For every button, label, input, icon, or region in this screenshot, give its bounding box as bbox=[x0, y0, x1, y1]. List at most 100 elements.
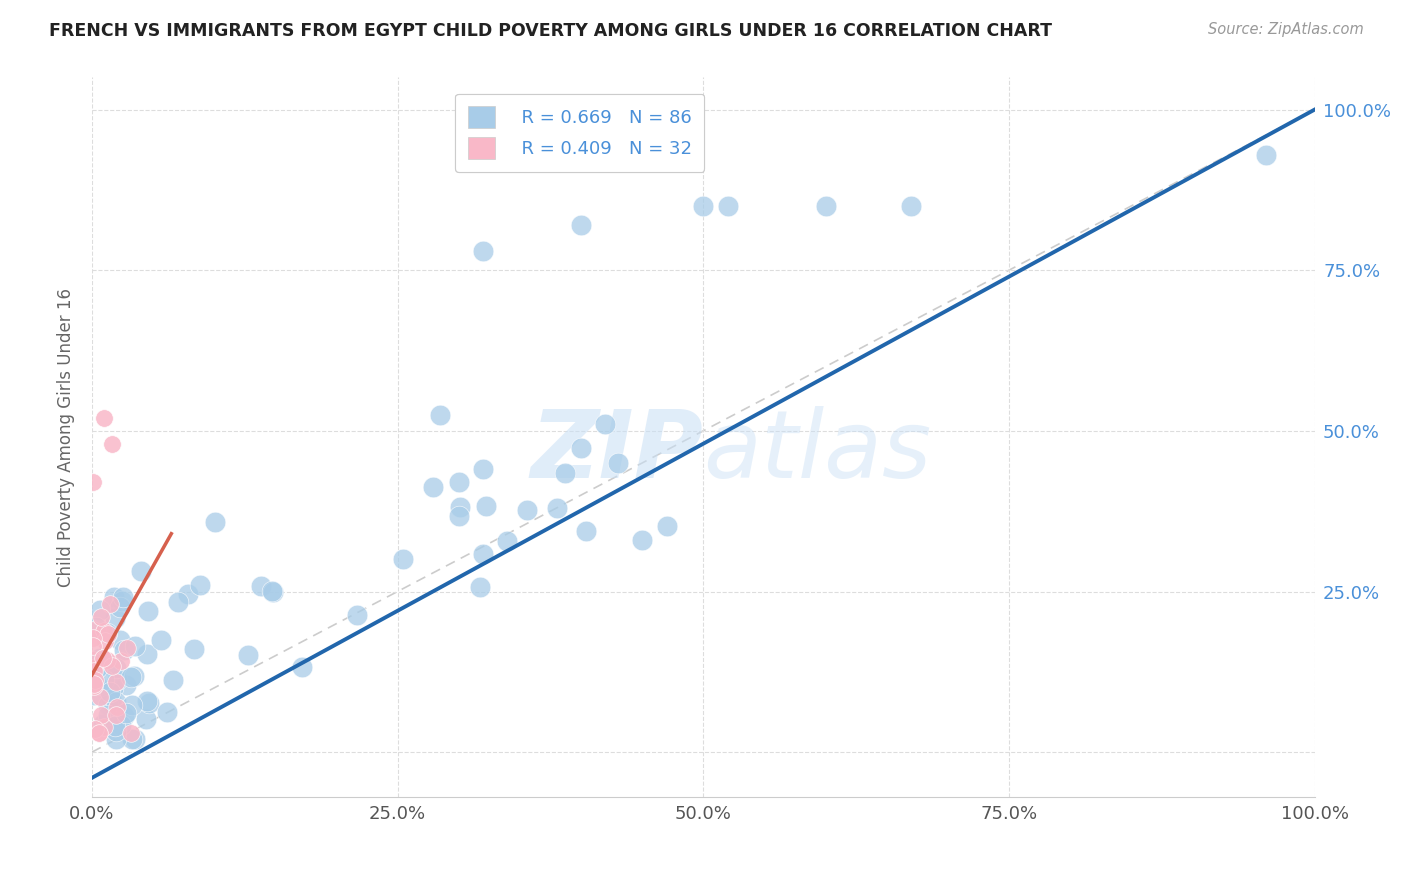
Point bbox=[449, 500, 471, 514]
Point bbox=[115, 640, 138, 655]
Point bbox=[101, 681, 124, 695]
Point bbox=[101, 659, 124, 673]
Point bbox=[83, 679, 105, 693]
Point bbox=[162, 673, 184, 688]
Point bbox=[84, 673, 107, 688]
Point bbox=[93, 720, 115, 734]
Point bbox=[105, 673, 128, 688]
Point bbox=[129, 564, 152, 578]
Point bbox=[93, 673, 115, 687]
Point bbox=[122, 669, 145, 683]
Point bbox=[89, 603, 111, 617]
Point bbox=[104, 719, 127, 733]
Point bbox=[472, 547, 495, 561]
Point bbox=[114, 706, 136, 721]
Point bbox=[631, 533, 654, 548]
Point bbox=[236, 648, 259, 662]
Point bbox=[82, 623, 104, 637]
Point bbox=[495, 534, 517, 549]
Point bbox=[82, 475, 104, 490]
Point bbox=[569, 219, 592, 233]
Point bbox=[90, 610, 112, 624]
Point bbox=[136, 647, 159, 661]
Point bbox=[156, 706, 179, 720]
Point bbox=[422, 480, 444, 494]
Point bbox=[100, 692, 122, 706]
Point bbox=[112, 642, 135, 657]
Point bbox=[96, 626, 118, 640]
Point bbox=[112, 590, 135, 604]
Point bbox=[83, 661, 105, 675]
Point bbox=[110, 654, 132, 668]
Point bbox=[472, 244, 495, 258]
Point bbox=[121, 698, 143, 712]
Point bbox=[115, 677, 138, 691]
Point bbox=[91, 650, 114, 665]
Point bbox=[104, 696, 127, 710]
Point bbox=[120, 670, 142, 684]
Point bbox=[606, 456, 628, 470]
Point bbox=[262, 584, 284, 599]
Point bbox=[82, 631, 104, 645]
Point bbox=[575, 524, 598, 539]
Point bbox=[97, 626, 120, 640]
Point bbox=[105, 675, 128, 690]
Point bbox=[176, 587, 198, 601]
Point bbox=[546, 501, 568, 516]
Point bbox=[262, 585, 284, 599]
Point bbox=[111, 594, 134, 608]
Point bbox=[136, 604, 159, 618]
Point bbox=[93, 634, 115, 648]
Point bbox=[103, 590, 125, 604]
Point bbox=[569, 441, 592, 455]
Point bbox=[250, 578, 273, 592]
Point bbox=[108, 632, 131, 647]
Point bbox=[346, 608, 368, 623]
Point bbox=[98, 695, 121, 709]
Point bbox=[183, 642, 205, 657]
Point bbox=[105, 700, 128, 714]
Point bbox=[120, 726, 142, 740]
Point bbox=[100, 597, 122, 611]
Point bbox=[470, 580, 492, 594]
Point bbox=[83, 688, 105, 702]
Point bbox=[108, 599, 131, 614]
Point bbox=[900, 199, 922, 213]
Point bbox=[105, 661, 128, 675]
Point bbox=[149, 632, 172, 647]
Point bbox=[89, 726, 111, 740]
Point bbox=[104, 732, 127, 747]
Point bbox=[89, 650, 111, 665]
Point bbox=[112, 709, 135, 723]
Point bbox=[93, 624, 115, 638]
Legend:   R = 0.669   N = 86,   R = 0.409   N = 32: R = 0.669 N = 86, R = 0.409 N = 32 bbox=[456, 94, 704, 172]
Point bbox=[104, 724, 127, 739]
Point bbox=[86, 678, 108, 692]
Point bbox=[89, 690, 111, 704]
Point bbox=[138, 696, 160, 710]
Point bbox=[121, 732, 143, 747]
Point bbox=[814, 199, 837, 213]
Point bbox=[101, 436, 124, 450]
Point bbox=[105, 707, 128, 722]
Point bbox=[90, 708, 112, 723]
Text: ZIP: ZIP bbox=[530, 406, 703, 498]
Point bbox=[1254, 148, 1277, 162]
Point bbox=[655, 519, 678, 533]
Point bbox=[167, 594, 190, 608]
Point bbox=[97, 698, 120, 712]
Point bbox=[291, 659, 314, 673]
Point bbox=[204, 516, 226, 530]
Point bbox=[124, 732, 146, 747]
Text: Source: ZipAtlas.com: Source: ZipAtlas.com bbox=[1208, 22, 1364, 37]
Point bbox=[692, 199, 714, 213]
Point bbox=[84, 722, 107, 736]
Point bbox=[429, 408, 451, 422]
Point bbox=[93, 411, 115, 425]
Point bbox=[124, 640, 146, 654]
Point bbox=[83, 665, 105, 679]
Point bbox=[391, 552, 413, 566]
Point bbox=[515, 502, 537, 516]
Point bbox=[97, 657, 120, 672]
Point bbox=[82, 653, 104, 667]
